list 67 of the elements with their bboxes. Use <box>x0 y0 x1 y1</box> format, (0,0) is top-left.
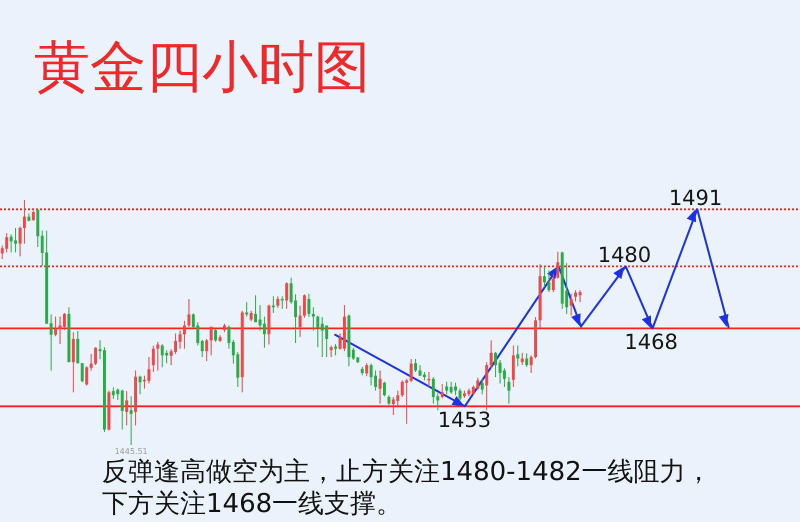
candlestick <box>182 320 186 350</box>
candlestick <box>85 366 88 386</box>
annotation: 1491 <box>668 186 722 210</box>
candlestick <box>307 293 310 318</box>
candlestick <box>378 370 382 404</box>
candlestick <box>334 344 338 356</box>
candlestick <box>494 351 498 378</box>
candlestick <box>432 376 435 404</box>
annotation: 1480 <box>598 243 652 268</box>
annotation: 1453 <box>438 408 492 432</box>
candlestick <box>32 210 35 222</box>
candlestick <box>262 316 266 348</box>
candlestick <box>72 332 75 393</box>
candlestick <box>130 396 133 445</box>
candlestick <box>18 226 22 257</box>
candlestick <box>254 294 258 323</box>
candlestick <box>485 362 488 411</box>
candlestick <box>22 200 26 244</box>
candlestick <box>530 354 533 374</box>
candlestick <box>298 305 302 338</box>
chart-title: 黄金四小时图 <box>34 35 370 100</box>
candlestick <box>272 296 275 314</box>
candlestick <box>330 345 333 358</box>
candlestick <box>5 232 8 253</box>
candlestick <box>250 310 253 322</box>
candlestick <box>147 356 150 384</box>
candlestick <box>382 381 386 397</box>
candlestick <box>138 375 142 395</box>
candlestick <box>112 386 115 400</box>
annotation: 1468 <box>624 330 678 354</box>
candlestick <box>507 376 510 404</box>
candlestick <box>552 273 555 293</box>
text: 反弹逢高做空为主，止方关注1480-1482一线阻力， <box>102 456 712 488</box>
candlestick <box>387 394 390 406</box>
candlestick <box>54 316 58 337</box>
candlestick <box>370 363 373 386</box>
text: 下方关注1468一线支撑。 <box>102 488 404 520</box>
candlestick <box>392 396 395 416</box>
candlestick <box>542 266 546 288</box>
candlestick <box>187 298 190 328</box>
candlestick <box>125 390 128 426</box>
candlestick <box>458 388 462 401</box>
candlestick <box>414 358 418 372</box>
candlestick <box>490 340 493 369</box>
candlestick <box>210 326 213 356</box>
candlestick <box>574 290 578 302</box>
candlestick <box>525 352 528 368</box>
candlestick <box>214 328 218 342</box>
candlestick <box>302 294 306 318</box>
candlestick <box>312 306 315 332</box>
candlestick <box>570 293 573 316</box>
candlestick <box>547 270 550 293</box>
candlestick <box>427 371 430 388</box>
candlestick <box>165 350 168 364</box>
candlestick <box>205 338 208 362</box>
candlestick <box>325 324 328 358</box>
candlestick <box>365 362 368 377</box>
candlestick <box>10 234 13 253</box>
candlestick <box>245 302 248 318</box>
candlestick <box>152 345 155 372</box>
candlestick <box>445 381 448 395</box>
candlestick <box>472 384 475 396</box>
candlestick <box>94 346 98 366</box>
candlestick <box>62 312 66 331</box>
candlestick <box>116 388 120 400</box>
annotation: 1445.51 <box>114 447 148 457</box>
candlestick <box>285 282 288 310</box>
